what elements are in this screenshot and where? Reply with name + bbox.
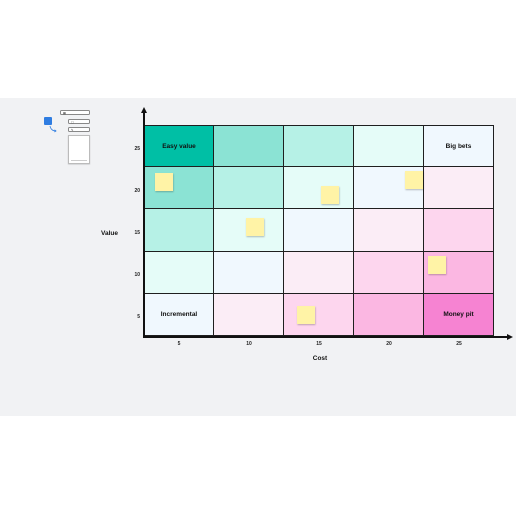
sticky-note[interactable] (297, 306, 315, 324)
y-tick: 20 (134, 188, 140, 194)
y-axis-arrow-icon (141, 107, 147, 113)
matrix-cell[interactable] (214, 125, 284, 168)
matrix-cell[interactable] (424, 209, 494, 252)
sticky-note[interactable] (321, 186, 339, 204)
x-axis-arrow-icon (507, 334, 513, 340)
template-preview-bar (71, 160, 87, 161)
curved-arrow-icon (49, 125, 57, 133)
matrix-cell[interactable] (214, 167, 284, 210)
y-axis-label: Value (101, 230, 118, 237)
matrix-cell[interactable]: Easy value (144, 125, 214, 168)
matrix-cell[interactable]: Money pit (424, 293, 494, 336)
sticky-note[interactable] (246, 218, 264, 236)
matrix-cell[interactable] (144, 251, 214, 294)
pen-icon: ✎ (71, 128, 74, 132)
y-tick: 10 (134, 272, 140, 278)
y-tick: 25 (134, 146, 140, 152)
matrix-cell[interactable]: Incremental (144, 293, 214, 336)
x-tick: 20 (386, 341, 392, 347)
template-preview-card[interactable] (68, 135, 90, 164)
matrix-cell[interactable] (284, 209, 354, 252)
template-button[interactable]: ▦ (60, 110, 90, 115)
y-tick: 5 (137, 314, 140, 320)
y-tick: 15 (134, 230, 140, 236)
matrix-cell[interactable] (214, 293, 284, 336)
x-tick: 15 (316, 341, 322, 347)
matrix-cell[interactable] (284, 125, 354, 168)
matrix-cell[interactable]: Big bets (424, 125, 494, 168)
x-axis-line (143, 336, 508, 338)
x-tick: 25 (456, 341, 462, 347)
note-icon: ▢ (71, 120, 74, 124)
matrix-cell[interactable] (354, 293, 424, 336)
matrix-cell[interactable] (284, 167, 354, 210)
matrix-cell[interactable] (424, 167, 494, 210)
cursor-marker-icon (44, 117, 52, 125)
matrix-cell[interactable] (214, 251, 284, 294)
matrix-cell[interactable] (284, 293, 354, 336)
grid-icon: ▦ (63, 111, 66, 115)
matrix-cell[interactable] (354, 251, 424, 294)
matrix-cell[interactable] (284, 251, 354, 294)
sticky-note-button[interactable]: ▢ (68, 119, 90, 124)
x-tick: 10 (246, 341, 252, 347)
sticky-note[interactable] (405, 171, 423, 189)
template-preview-title (69, 136, 89, 140)
y-axis-line (143, 110, 145, 337)
x-tick: 5 (177, 341, 181, 347)
matrix-cell[interactable] (354, 125, 424, 168)
x-axis-label: Cost (312, 355, 328, 362)
sticky-note[interactable] (155, 173, 173, 191)
sticky-note[interactable] (428, 256, 446, 274)
matrix-cell[interactable] (354, 209, 424, 252)
matrix-cell[interactable] (144, 209, 214, 252)
draw-button[interactable]: ✎ (68, 127, 90, 132)
value-cost-matrix: Easy value Big bets Incremental Money pi… (144, 125, 494, 336)
